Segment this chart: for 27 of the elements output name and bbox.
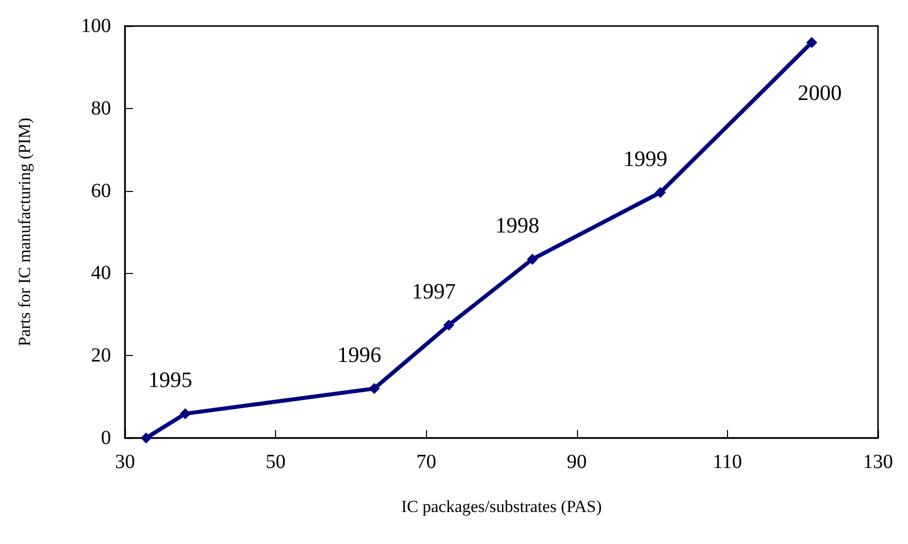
y-tick-label: 80 (91, 97, 111, 120)
annotation: 1999 (623, 146, 668, 171)
point (140, 432, 152, 444)
point (654, 186, 666, 198)
point (806, 36, 818, 48)
x-tick-label: 90 (566, 451, 587, 473)
y-tick-label: 20 (91, 344, 111, 367)
annotation: 1995 (148, 367, 192, 392)
y-tick-label: 100 (81, 15, 111, 37)
y-tick-label: 0 (101, 427, 111, 449)
y-axis-title: Parts for IC manufacturing (PIM) (15, 118, 34, 346)
annotation: 1998 (495, 212, 540, 238)
y-tick-label: 60 (91, 180, 111, 202)
y-tick-label: 40 (91, 262, 111, 284)
annotation: 1996 (337, 342, 382, 368)
x-tick-label: 30 (115, 451, 135, 473)
x-tick-label: 110 (712, 451, 742, 473)
point (443, 320, 454, 331)
x-axis-title: IC packages/substrates (PAS) (401, 497, 602, 516)
point (180, 408, 191, 420)
annotation: 1997 (412, 278, 456, 304)
x-tick-label: 130 (863, 451, 893, 473)
point (368, 383, 380, 394)
x-tick-label: 50 (266, 451, 286, 473)
point (526, 254, 538, 265)
annotation: 2000 (798, 80, 842, 105)
x-tick-label: 70 (416, 451, 436, 473)
